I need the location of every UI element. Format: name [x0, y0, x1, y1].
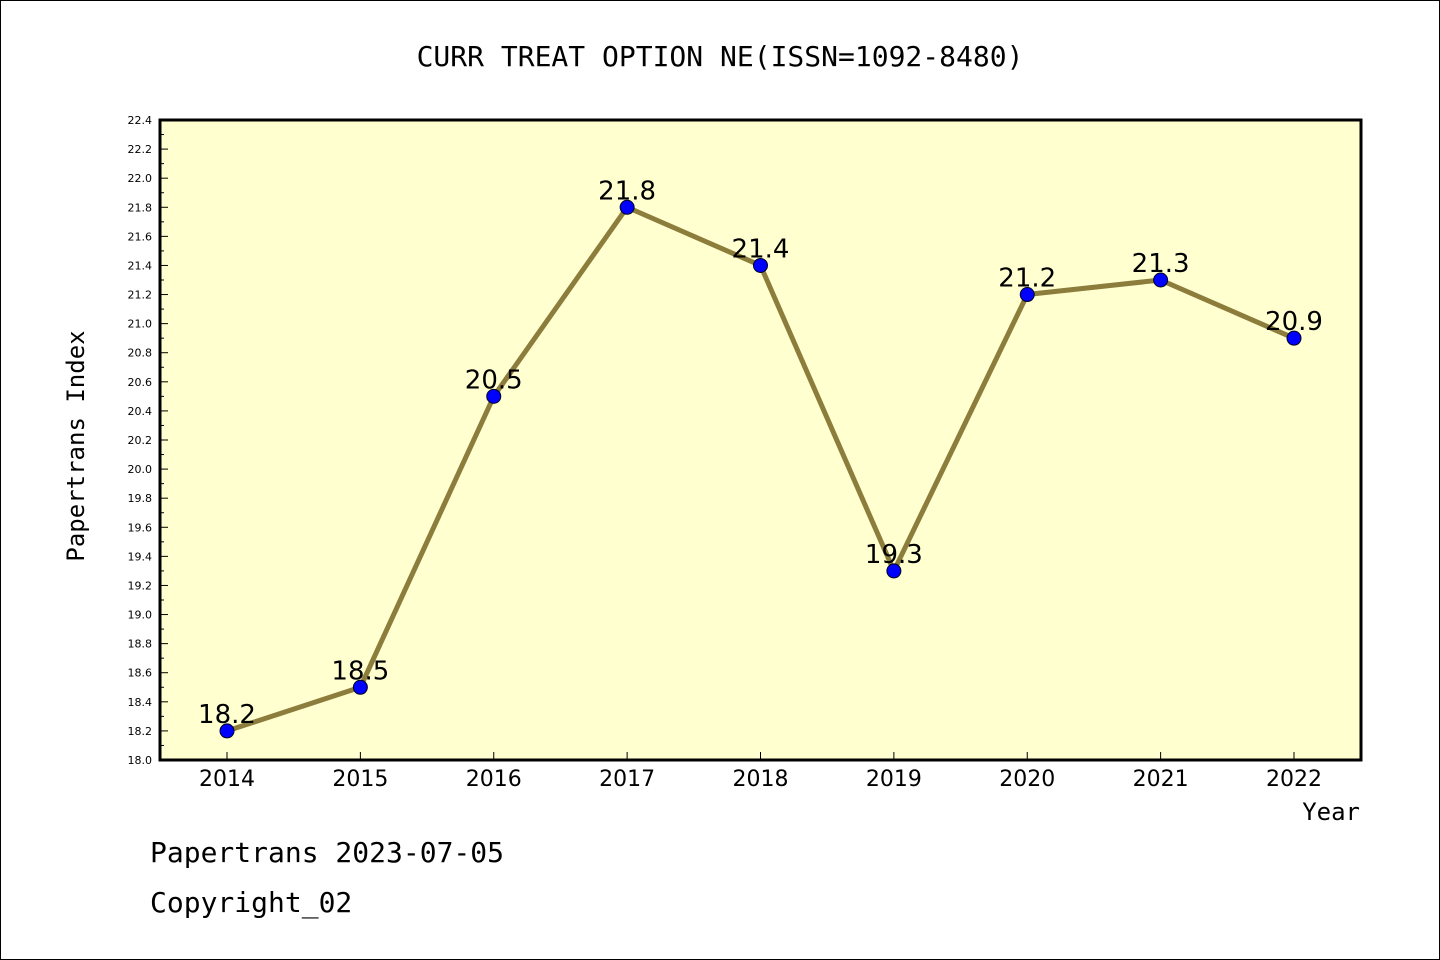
data-point	[352, 679, 368, 695]
x-tick-label: 2022	[1266, 767, 1322, 792]
x-axis: 2014 2015 2016 2017 2018 2019 2020 2021 2022	[199, 752, 1322, 792]
footer-date: Papertrans 2023-07-05	[150, 836, 505, 869]
data-label: 18.2	[198, 700, 256, 730]
x-tick-label: 2018	[733, 767, 789, 792]
y-tick-label: 20.6	[128, 376, 153, 389]
x-tick-label: 2020	[999, 767, 1055, 792]
y-tick-label: 21.8	[128, 201, 153, 214]
data-point	[219, 723, 235, 739]
data-label: 21.3	[1132, 249, 1190, 279]
y-tick-label: 20.4	[128, 405, 153, 418]
data-label: 19.3	[865, 540, 923, 570]
y-tick-label: 21.6	[128, 230, 153, 243]
y-tick-label: 19.2	[128, 579, 153, 592]
x-tick-label: 2019	[866, 767, 922, 792]
y-tick-label: 19.4	[128, 550, 153, 563]
y-tick-label: 21.0	[128, 318, 153, 331]
plot-area	[160, 120, 1361, 760]
data-point	[486, 388, 502, 404]
data-point	[1286, 330, 1302, 346]
data-label: 18.5	[331, 656, 389, 686]
x-tick-label: 2017	[599, 767, 655, 792]
y-tick-label: 18.2	[128, 725, 153, 738]
x-tick-label: 2016	[466, 767, 522, 792]
y-tick-label: 21.4	[128, 259, 153, 272]
data-label: 20.9	[1265, 307, 1323, 337]
markers-group	[219, 199, 1302, 739]
data-label: 21.4	[732, 234, 790, 264]
y-axis: 18.0 18.2 18.4 18.6 18.8 19.0 19.2 19.4 19.6 19.8…	[128, 114, 168, 767]
data-label: 21.8	[598, 176, 656, 206]
y-tick-label: 19.8	[128, 492, 153, 505]
data-label: 21.2	[998, 264, 1056, 294]
y-tick-label: 21.2	[128, 289, 153, 302]
y-tick-label: 18.0	[128, 754, 153, 767]
data-point	[753, 257, 768, 273]
y-tick-label: 19.6	[128, 521, 153, 534]
y-axis-label: Papertrans Index	[62, 330, 90, 561]
y-tick-label: 19.0	[128, 609, 153, 622]
y-tick-label: 18.8	[128, 638, 153, 651]
y-tick-label: 22.4	[128, 114, 153, 127]
y-tick-label: 20.2	[128, 434, 153, 447]
data-label: 20.5	[465, 365, 523, 395]
plot-border	[158, 118, 1363, 762]
y-tick-label: 18.4	[128, 696, 153, 709]
data-point	[619, 199, 635, 215]
data-point	[1153, 272, 1169, 288]
y-tick-label: 20.0	[128, 463, 153, 476]
data-labels-group: 18.2 18.5 20.5 21.8 21.4 19.3 21.2 21.3 20.9	[198, 176, 1323, 730]
x-tick-label: 2021	[1133, 767, 1189, 792]
y-tick-label: 20.8	[128, 347, 153, 360]
x-tick-label: 2014	[199, 767, 255, 792]
y-tick-label: 18.6	[128, 667, 153, 680]
x-axis-label: Year	[1302, 798, 1360, 826]
data-point	[1019, 287, 1035, 303]
chart-title: CURR TREAT OPTION NE(ISSN=1092-8480)	[417, 40, 1024, 73]
y-tick-label: 22.0	[128, 172, 153, 185]
x-tick-label: 2015	[332, 767, 388, 792]
data-point	[886, 563, 902, 579]
footer-copyright: Copyright_02	[150, 886, 353, 919]
y-tick-label: 22.2	[128, 143, 153, 156]
